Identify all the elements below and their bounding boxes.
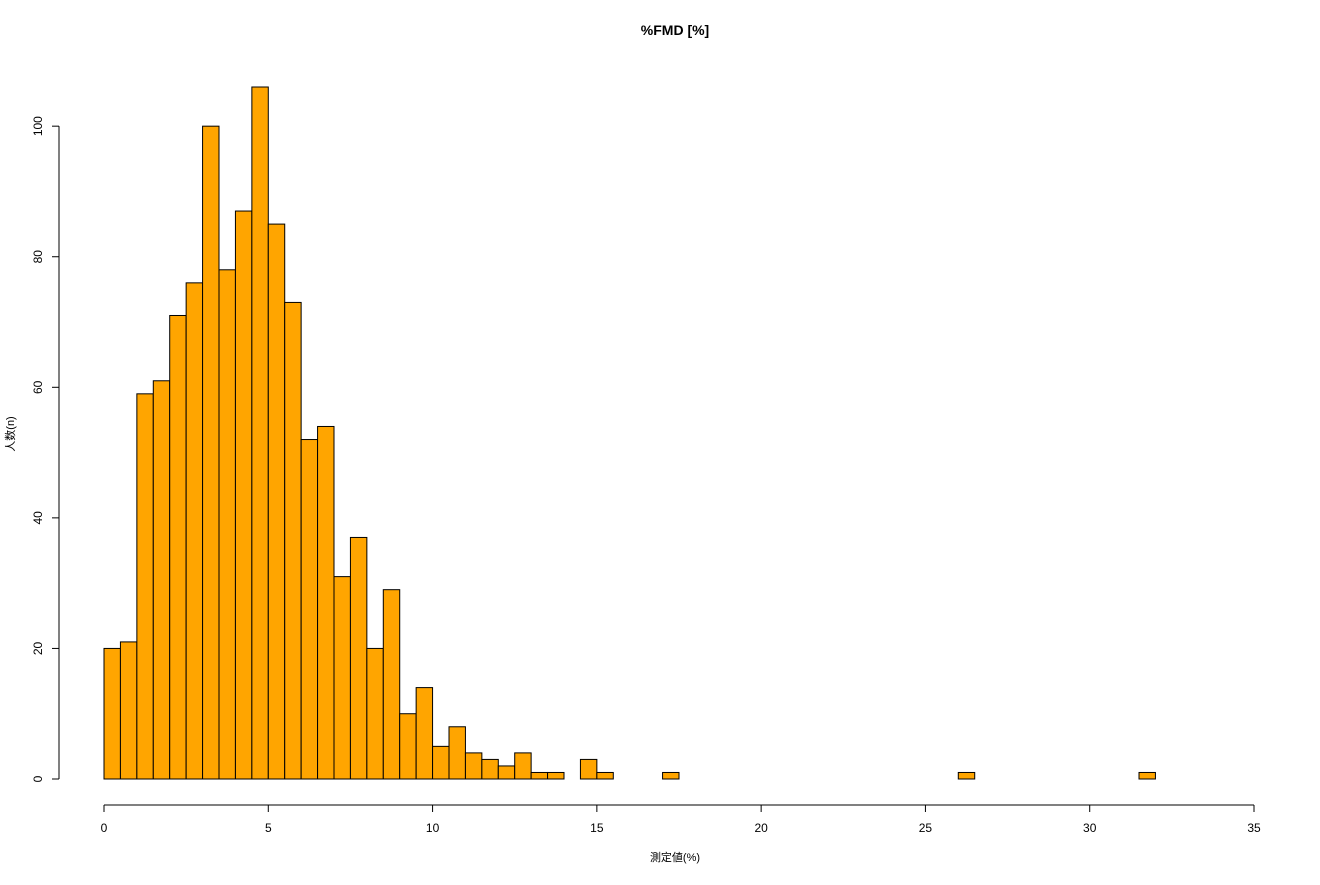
histogram-bar xyxy=(333,576,351,780)
histogram-bar xyxy=(234,210,253,780)
histogram-bar xyxy=(1138,771,1156,780)
histogram-bar xyxy=(136,393,154,780)
histogram-bar xyxy=(185,282,204,780)
histogram-bar xyxy=(662,771,680,780)
histogram-bar xyxy=(218,269,236,780)
y-tick-label: 40 xyxy=(31,511,45,525)
histogram-bar xyxy=(366,647,384,780)
histogram-bar xyxy=(448,726,466,780)
histogram-bar xyxy=(596,771,614,780)
histogram-bar xyxy=(432,745,450,780)
x-axis-label: 測定値(%) xyxy=(650,850,700,864)
bar-series xyxy=(103,86,1156,780)
histogram-bar xyxy=(514,752,532,780)
histogram-bar xyxy=(399,713,417,780)
y-tick-label: 60 xyxy=(31,380,45,394)
y-axis: 0 20 40 60 80 100 xyxy=(31,116,60,782)
chart-title: %FMD [%] xyxy=(641,22,709,38)
x-tick-label: 20 xyxy=(754,821,768,835)
x-tick-label: 5 xyxy=(265,821,272,835)
x-tick-label: 30 xyxy=(1083,821,1097,835)
x-tick-label: 10 xyxy=(426,821,440,835)
x-tick-label: 35 xyxy=(1247,821,1261,835)
histogram-bar xyxy=(415,687,434,780)
histogram-bar xyxy=(267,223,286,780)
y-tick-label: 100 xyxy=(31,116,45,136)
histogram-bar xyxy=(317,425,335,780)
y-axis-label: 人数(n) xyxy=(4,416,17,451)
histogram-bar xyxy=(202,125,220,780)
histogram-bar xyxy=(169,314,187,780)
histogram-bar xyxy=(957,771,976,780)
y-tick-label: 20 xyxy=(31,641,45,655)
histogram-bar xyxy=(579,758,598,780)
histogram-bar xyxy=(349,536,368,780)
histogram-bar xyxy=(284,301,302,780)
histogram-bar xyxy=(119,641,138,780)
histogram-bar xyxy=(481,758,499,780)
y-tick-label: 0 xyxy=(31,775,45,782)
y-tick-label: 80 xyxy=(31,250,45,264)
x-tick-label: 15 xyxy=(590,821,604,835)
histogram-bar xyxy=(152,380,171,780)
x-tick-label: 0 xyxy=(101,821,108,835)
histogram-bar xyxy=(251,86,269,780)
x-tick-label: 25 xyxy=(919,821,933,835)
histogram-bar xyxy=(530,771,549,780)
histogram-bar xyxy=(300,439,319,780)
histogram-bar xyxy=(547,771,565,780)
histogram-bar xyxy=(382,589,401,780)
histogram-bar xyxy=(103,647,121,780)
x-axis: 0 5 10 15 20 25 30 35 xyxy=(101,804,1261,835)
histogram-bar xyxy=(464,752,483,780)
histogram-bar xyxy=(497,765,516,780)
